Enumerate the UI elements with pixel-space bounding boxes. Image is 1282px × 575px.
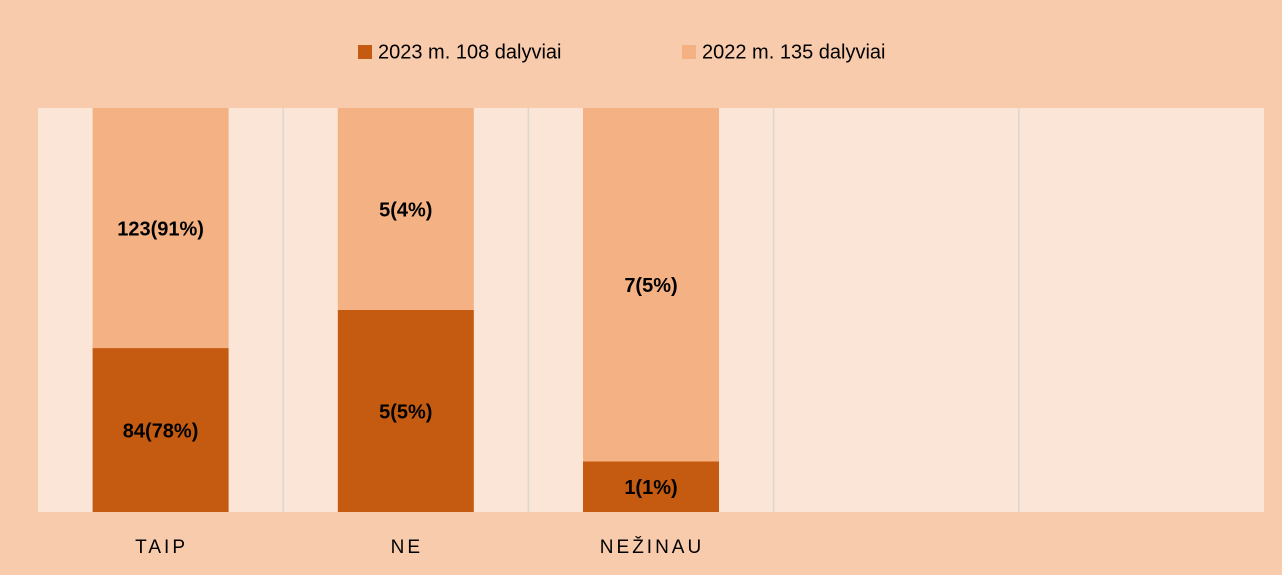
bar-segment (583, 108, 719, 462)
data-label: 5(4%) (379, 199, 432, 221)
bar-segment (583, 461, 719, 512)
bar-segment (337, 108, 474, 310)
data-label: 1(1%) (624, 477, 677, 499)
x-tick-label: NE (391, 537, 423, 558)
data-label: 5(5%) (379, 401, 432, 423)
data-label: 7(5%) (624, 275, 677, 297)
x-tick-label: TAIP (135, 537, 188, 558)
x-tick-label: NEŽINAU (600, 536, 704, 558)
legend-marker (682, 45, 696, 59)
data-label: 84(78%) (123, 420, 199, 442)
bar-segment (337, 310, 474, 512)
legend-label: 2022 m. 135 dalyviai (702, 41, 885, 63)
legend-marker (358, 45, 372, 59)
legend-label: 2023 m. 108 dalyviai (378, 41, 561, 63)
bar-segment (92, 348, 229, 512)
bar-segment (92, 108, 229, 349)
data-label: 123(91%) (117, 218, 204, 240)
